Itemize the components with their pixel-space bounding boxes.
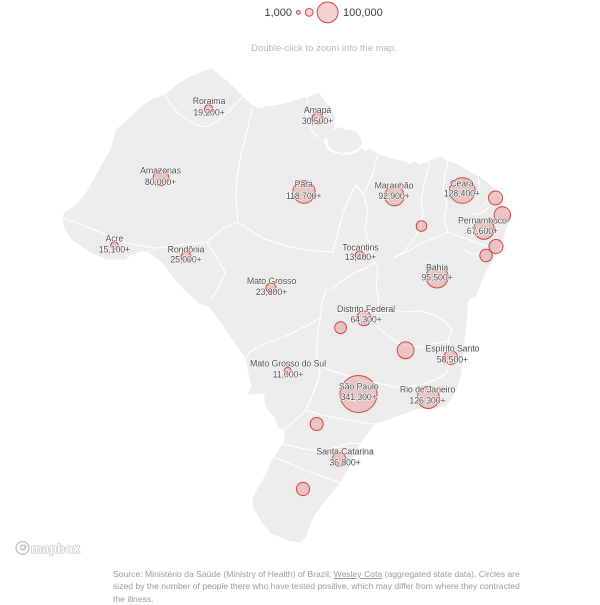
svg-text:58,500+: 58,500+ — [437, 354, 468, 364]
svg-text:São Paulo: São Paulo — [339, 382, 379, 392]
svg-text:15,100+: 15,100+ — [99, 244, 130, 254]
svg-text:11,000+: 11,000+ — [273, 369, 304, 379]
svg-text:36,800+: 36,800+ — [329, 457, 360, 467]
svg-text:92,900+: 92,900+ — [378, 191, 409, 201]
svg-text:Tocantins: Tocantins — [342, 242, 379, 252]
svg-text:67,600+: 67,600+ — [467, 226, 498, 236]
svg-text:128,400+: 128,400+ — [444, 188, 480, 198]
svg-text:Acre: Acre — [106, 233, 124, 243]
svg-text:80,000+: 80,000+ — [145, 177, 176, 187]
svg-text:19,200+: 19,200+ — [193, 107, 224, 117]
svg-text:Santa Catarina: Santa Catarina — [316, 446, 373, 456]
svg-text:Amazonas: Amazonas — [140, 166, 181, 176]
svg-text:Mato Grosso: Mato Grosso — [247, 276, 296, 286]
svg-text:Pernambuco: Pernambuco — [458, 216, 507, 226]
svg-text:341,300+: 341,300+ — [341, 392, 377, 402]
svg-text:Amapá: Amapá — [304, 105, 332, 115]
svg-text:mapbox: mapbox — [31, 542, 80, 556]
svg-text:Rio de Janeiro: Rio de Janeiro — [400, 385, 456, 395]
svg-text:118,700+: 118,700+ — [286, 191, 321, 201]
svg-text:126,300+: 126,300+ — [409, 396, 445, 406]
svg-text:Roraima: Roraima — [193, 96, 226, 106]
svg-text:23,800+: 23,800+ — [256, 287, 287, 297]
svg-text:Bahia: Bahia — [426, 263, 448, 273]
svg-text:Distrito Federal: Distrito Federal — [337, 304, 395, 314]
svg-text:Pará: Pará — [295, 179, 313, 189]
svg-text:Mato Grosso do Sul: Mato Grosso do Sul — [250, 359, 326, 369]
svg-text:Maranhão: Maranhão — [375, 181, 414, 191]
svg-text:95,500+: 95,500+ — [421, 273, 452, 283]
svg-text:13,400+: 13,400+ — [345, 252, 376, 262]
svg-text:25,000+: 25,000+ — [170, 254, 201, 264]
svg-text:64,300+: 64,300+ — [350, 315, 381, 325]
svg-text:Espírito Santo: Espírito Santo — [425, 344, 479, 354]
svg-text:Ceará: Ceará — [450, 179, 474, 189]
svg-text:Rondônia: Rondônia — [168, 244, 205, 254]
svg-text:30,500+: 30,500+ — [302, 116, 333, 126]
